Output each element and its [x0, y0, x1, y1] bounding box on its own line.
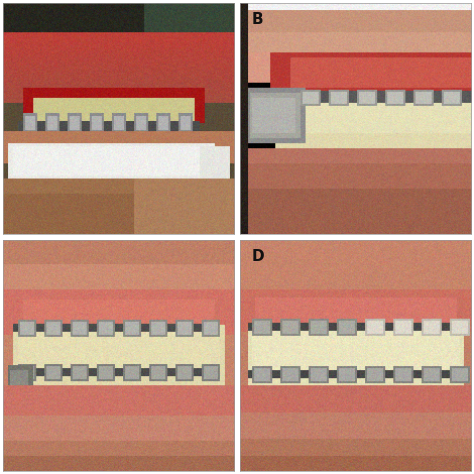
Text: D: D	[251, 249, 264, 264]
Text: B: B	[251, 12, 263, 27]
